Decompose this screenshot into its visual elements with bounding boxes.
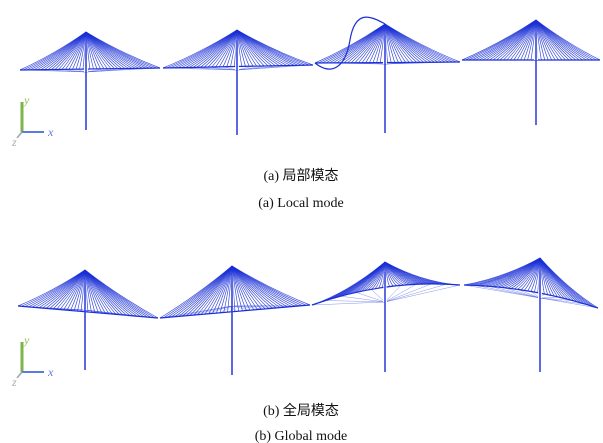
roof-brace — [385, 285, 416, 302]
axis-label: x — [47, 125, 54, 139]
axis-label: y — [23, 93, 30, 107]
roof-rib — [462, 20, 536, 60]
roof-edge — [315, 62, 460, 63]
umbrella — [462, 20, 600, 125]
umbrella — [163, 30, 313, 135]
umbrella — [160, 266, 310, 375]
umbrella — [20, 32, 160, 130]
umbrella — [312, 262, 460, 372]
roof-rib — [160, 266, 232, 318]
umbrella — [18, 270, 158, 370]
roof-rib — [20, 32, 86, 70]
axis-label: z — [11, 135, 17, 149]
roof-brace — [312, 302, 385, 305]
page: yxzyxz (a) 局部模态 (a) Local mode (b) 全局模态 … — [0, 0, 603, 443]
axis-triad: y x z — [11, 93, 54, 149]
roof-rib — [164, 266, 232, 318]
umbrella — [315, 24, 460, 133]
axis-label: z — [11, 375, 17, 389]
umbrella — [464, 258, 598, 372]
axis-label: x — [47, 365, 54, 379]
figure: yxzyxz (a) 局部模态 (a) Local mode (b) 全局模态 … — [0, 0, 603, 443]
roof-rib — [22, 270, 86, 306]
roof-brace — [371, 289, 385, 302]
caption-zh: (b) 全局模态 — [263, 402, 339, 419]
roof-brace — [540, 297, 558, 298]
caption-zh: (a) 局部模态 — [263, 168, 338, 184]
caption-en: (a) Local mode — [258, 196, 344, 211]
axis-triad: y x z — [11, 333, 54, 389]
axis-arrow — [17, 132, 22, 138]
axis-label: y — [23, 333, 30, 347]
axis-arrow — [17, 372, 22, 378]
roof-rib — [536, 20, 600, 60]
caption-en: (b) Global mode — [255, 429, 348, 443]
roof-brace — [356, 293, 385, 302]
roof-brace — [385, 285, 445, 302]
